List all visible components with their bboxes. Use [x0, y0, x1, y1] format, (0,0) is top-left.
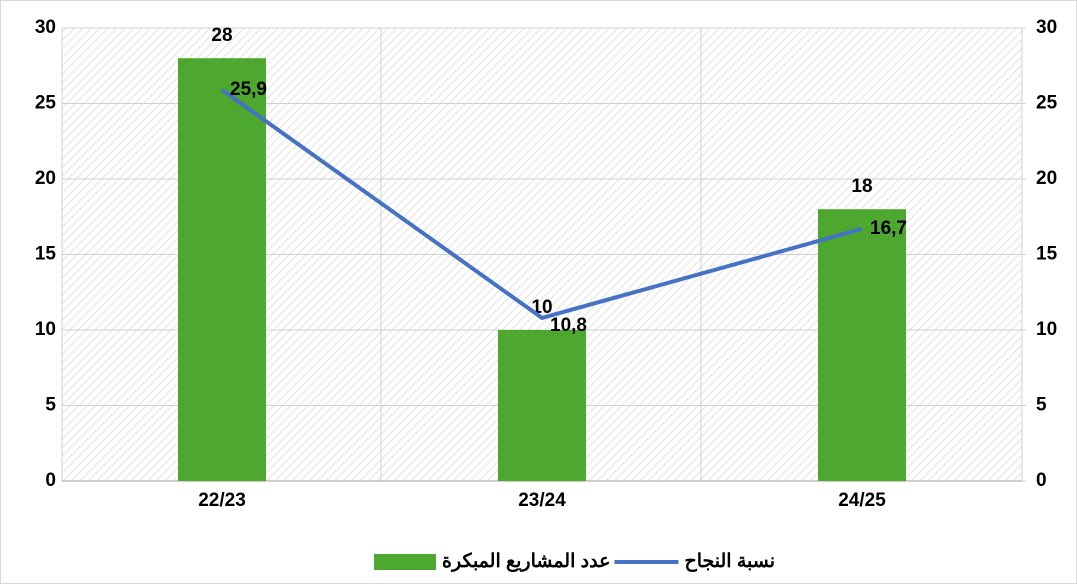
y-tick-label: 5 [45, 395, 56, 416]
y2-tick-label: 0 [1036, 470, 1047, 491]
x-tick-label: 24/25 [838, 490, 886, 511]
line-value-label: 10,8 [550, 315, 587, 336]
bar-value-label: 28 [211, 25, 232, 46]
bar [818, 209, 906, 481]
y-tick-label: 25 [35, 93, 57, 114]
bar-value-label: 18 [851, 176, 872, 197]
y2-tick-label: 10 [1036, 319, 1057, 340]
y2-tick-label: 20 [1036, 168, 1057, 189]
y-tick-label: 10 [35, 319, 56, 340]
y-tick-label: 15 [35, 244, 57, 265]
line-value-label: 16,7 [870, 218, 907, 239]
legend-label: عدد المشاريع المبكرة [442, 551, 610, 572]
line-value-label: 25,9 [230, 79, 267, 100]
bar [178, 58, 266, 481]
x-tick-label: 23/24 [518, 490, 566, 511]
x-tick-label: 22/23 [198, 490, 246, 511]
y2-tick-label: 30 [1036, 17, 1057, 38]
y2-tick-label: 5 [1036, 395, 1047, 416]
y2-tick-label: 15 [1036, 244, 1058, 265]
y2-tick-label: 25 [1036, 93, 1058, 114]
y-tick-label: 30 [35, 17, 56, 38]
bar [498, 330, 586, 481]
y-tick-label: 0 [45, 470, 56, 491]
legend-swatch [374, 554, 437, 570]
line [220, 88, 863, 321]
legend-label: نسبة النجاح [684, 551, 775, 572]
y-tick-label: 20 [35, 168, 56, 189]
